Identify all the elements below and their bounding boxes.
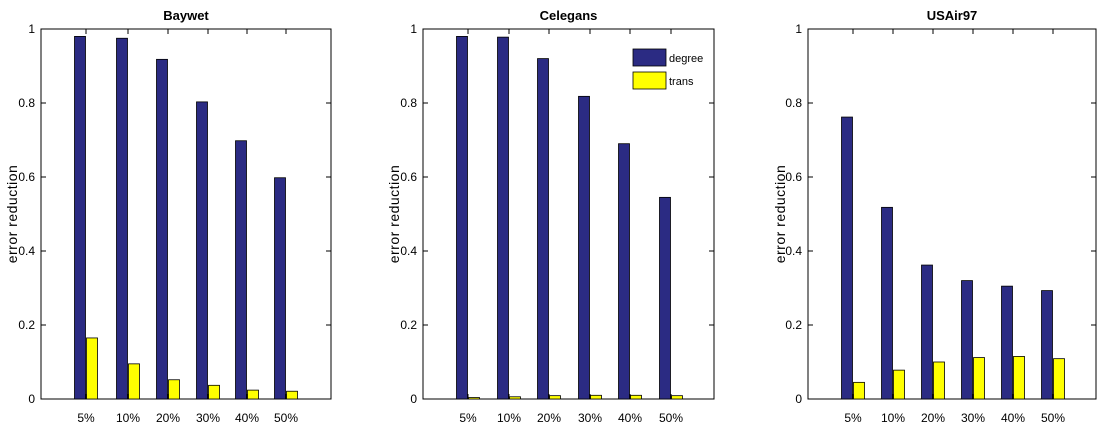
y-tick-label: 0.4: [785, 244, 802, 258]
legend-label-trans: trans: [669, 76, 694, 88]
bar-trans: [247, 389, 259, 400]
legend-swatch-degree: [632, 48, 667, 67]
bar-degree: [274, 177, 286, 400]
legend-label-degree: degree: [669, 53, 703, 65]
y-tick-label: 0: [28, 392, 35, 406]
x-tick-label: 10%: [497, 411, 521, 425]
y-tick-label: 0: [410, 392, 417, 406]
x-tick-label: 50%: [1041, 411, 1065, 425]
bar-trans: [933, 361, 945, 400]
axes-box: [40, 28, 332, 400]
bar-trans: [128, 363, 140, 400]
bar-trans: [630, 394, 642, 400]
chart-title: USAir97: [927, 8, 978, 23]
y-tick-label: 0.8: [18, 96, 35, 110]
bar-degree: [1001, 285, 1013, 400]
x-tick-label: 40%: [618, 411, 642, 425]
x-tick-label: 5%: [459, 411, 477, 425]
bar-trans: [168, 379, 180, 400]
y-tick-label: 0.4: [18, 244, 35, 258]
y-tick-label: 1: [795, 22, 802, 36]
chart-panel-baywet: 0 0.2 0.4 0.6 0.8 1 5% 10% 20% 30% 40% 50% Baywet err…: [4, 8, 332, 425]
x-tick-label: 10%: [116, 411, 140, 425]
bar-degree: [578, 95, 590, 400]
y-tick-label: 0.6: [18, 170, 35, 184]
y-axis-label: error reduction: [4, 165, 20, 264]
bar-trans: [509, 396, 521, 400]
bar-degree: [497, 36, 509, 400]
x-tick-label: 20%: [537, 411, 561, 425]
bar-degree: [156, 58, 168, 400]
bar-trans: [1013, 356, 1025, 400]
bar-degree: [116, 37, 128, 400]
bar-trans: [590, 394, 602, 400]
bar-degree: [74, 36, 86, 400]
bar-trans: [208, 384, 220, 400]
y-axis-label: error reduction: [386, 165, 402, 264]
bar-degree: [456, 36, 468, 400]
x-tick-label: 5%: [844, 411, 862, 425]
bar-degree: [1041, 290, 1053, 400]
y-tick-label: 0.4: [400, 244, 417, 258]
y-tick-label: 0: [795, 392, 802, 406]
x-tick-label: 20%: [921, 411, 945, 425]
x-tick-label: 40%: [235, 411, 259, 425]
bar-degree: [659, 196, 671, 400]
y-tick-label: 0.2: [785, 318, 802, 332]
bar-degree: [618, 143, 630, 400]
y-tick-label: 1: [28, 22, 35, 36]
bar-degree: [841, 116, 853, 400]
chart-title: Celegans: [540, 8, 598, 23]
bar-trans: [973, 357, 985, 400]
x-tick-label: 10%: [881, 411, 905, 425]
y-tick-label: 0.2: [18, 318, 35, 332]
axes-box: [807, 28, 1097, 400]
bar-trans: [286, 390, 298, 400]
x-tick-label: 30%: [578, 411, 602, 425]
y-axis-label: error reduction: [772, 165, 788, 264]
axes-box: [422, 28, 715, 400]
x-tick-label: 20%: [156, 411, 180, 425]
bar-trans: [671, 395, 683, 400]
x-tick-label: 5%: [77, 411, 95, 425]
bar-trans: [549, 395, 561, 400]
bar-degree: [196, 101, 208, 400]
bar-degree: [537, 58, 549, 400]
legend: degree trans: [632, 48, 703, 90]
x-tick-label: 50%: [659, 411, 683, 425]
bar-degree: [961, 280, 973, 400]
chart-panel-celegans: 0 0.2 0.4 0.6 0.8 1 5% 10% 20% 30% 40% 50% Celegans e…: [386, 8, 715, 425]
bar-trans: [893, 369, 905, 400]
y-tick-label: 0.6: [785, 170, 802, 184]
chart-panel-usair97: 0 0.2 0.4 0.6 0.8 1 5% 10% 20% 30% 40% 50% USAir97 er…: [772, 8, 1097, 425]
chart-title: Baywet: [163, 8, 209, 23]
bar-degree: [881, 206, 893, 400]
bar-trans: [1053, 358, 1065, 400]
y-tick-label: 0.8: [785, 96, 802, 110]
y-tick-label: 0.2: [400, 318, 417, 332]
y-tick-label: 1: [410, 22, 417, 36]
y-tick-label: 0.8: [400, 96, 417, 110]
bar-trans: [86, 337, 98, 400]
bar-degree: [235, 140, 247, 400]
x-tick-label: 30%: [961, 411, 985, 425]
x-tick-label: 40%: [1001, 411, 1025, 425]
x-tick-label: 50%: [274, 411, 298, 425]
x-tick-label: 30%: [196, 411, 220, 425]
legend-swatch-trans: [632, 71, 667, 90]
bar-degree: [921, 264, 933, 400]
bar-trans: [468, 397, 480, 400]
y-tick-label: 0.6: [400, 170, 417, 184]
bar-trans: [853, 381, 865, 400]
